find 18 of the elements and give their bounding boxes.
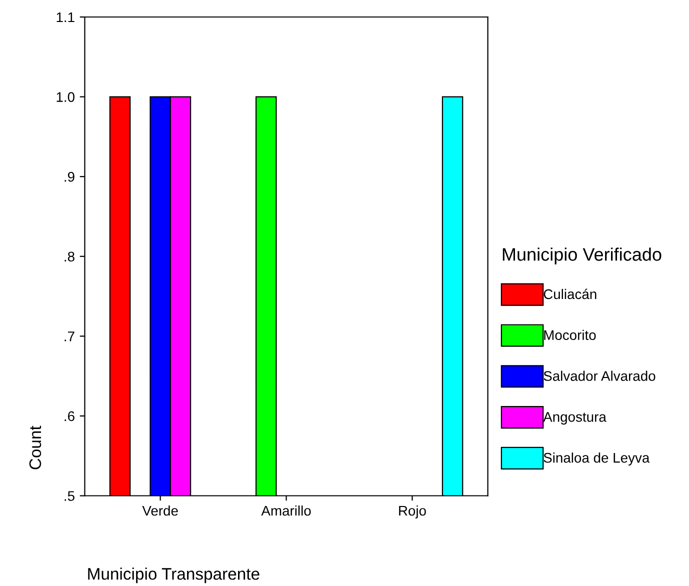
legend-label: Mocorito	[544, 330, 596, 340]
legend-label: Sinaloa de Leyva	[544, 452, 650, 466]
y-tick-label: .8	[64, 252, 74, 262]
y-tick-label: 1.0	[56, 92, 74, 102]
x-axis-title: Municipio Transparente	[88, 568, 260, 584]
legend-label: Culiacán	[544, 288, 596, 300]
y-axis-title: Count	[29, 426, 42, 470]
y-tick-label: .7	[64, 332, 74, 342]
x-tick-label: Rojo	[399, 505, 426, 518]
x-tick-label: Verde	[142, 505, 178, 516]
y-tick-label: .9	[64, 172, 74, 182]
x-tick-label: Amarillo	[261, 505, 311, 516]
y-tick-label: 1.1	[56, 12, 74, 22]
legend-title: Municipio Verificado	[502, 248, 662, 264]
legend-label: Angostura	[543, 412, 606, 425]
y-tick-label: .6	[64, 411, 74, 422]
y-tick-label: .5	[64, 491, 74, 501]
legend-label: Salvador Alvarado	[544, 370, 656, 381]
